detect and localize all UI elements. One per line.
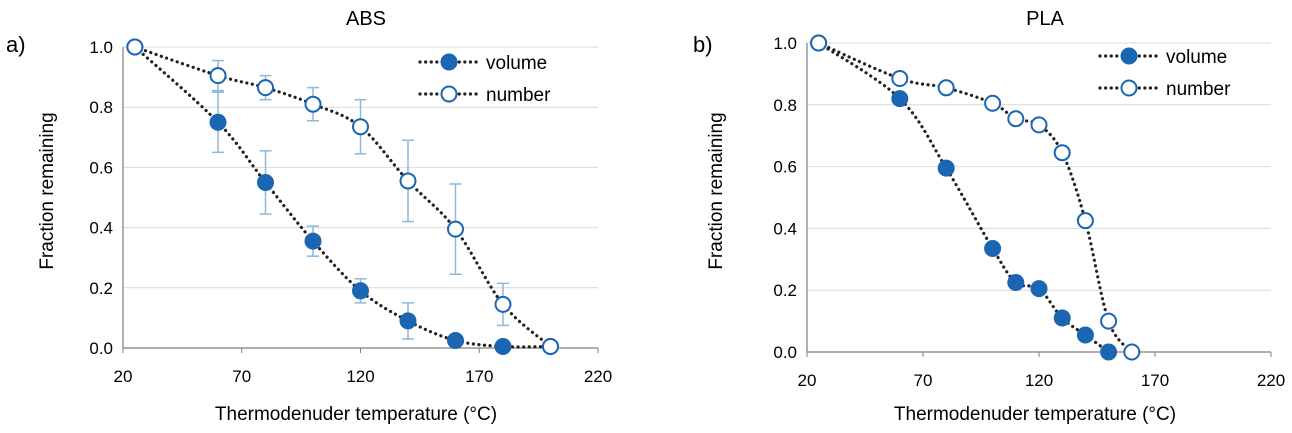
data-point-volume: [937, 159, 955, 177]
x-tick-label: 20: [114, 367, 133, 386]
data-point-number: [810, 34, 828, 52]
panel-label: a): [6, 32, 26, 57]
data-point-volume: [399, 312, 417, 330]
legend-marker: [440, 53, 458, 71]
y-tick-label: 0.4: [89, 219, 113, 238]
chart-plot: 0.0 0.2 0.4 0.6 0.8 1.0 20 70 120 170 220 volume num…: [89, 38, 612, 386]
x-axis-title: Thermodenuder temperature (°C): [214, 404, 498, 425]
data-point-number: [1123, 343, 1141, 361]
legend-label: volume: [486, 53, 547, 74]
y-tick-label: 0.8: [89, 98, 113, 117]
panel-label: b): [693, 32, 713, 57]
series-line-number: [133, 45, 553, 349]
data-point-volume: [1100, 343, 1118, 361]
data-point-volume: [1007, 273, 1025, 291]
x-tick-label: 220: [1257, 371, 1285, 390]
data-point-volume: [494, 337, 512, 355]
x-tick-label: 70: [914, 371, 933, 390]
y-tick-label: 0.0: [89, 339, 113, 358]
data-point-number: [984, 94, 1002, 112]
x-tick-label: 170: [1141, 371, 1169, 390]
data-point-volume: [1053, 309, 1071, 327]
legend-label: number: [1166, 79, 1231, 100]
data-point-volume: [1076, 326, 1094, 344]
y-tick-label: 0.4: [773, 219, 797, 238]
data-point-number: [304, 95, 322, 113]
chart-plot: 0.0 0.2 0.4 0.6 0.8 1.0 20 70 120 170 220 volume num…: [773, 34, 1285, 390]
y-tick-label: 0.6: [89, 158, 113, 177]
data-point-number: [937, 79, 955, 97]
data-point-volume: [447, 331, 464, 349]
data-point-volume: [352, 282, 369, 300]
data-point-number: [1030, 116, 1048, 134]
data-point-number: [891, 70, 909, 88]
series-line-volume: [817, 41, 1111, 354]
data-point-number: [1053, 144, 1071, 162]
data-point-number: [399, 172, 417, 190]
data-point-number: [1007, 110, 1025, 128]
data-point-volume: [209, 113, 227, 131]
x-tick-label: 20: [798, 371, 817, 390]
x-tick-label: 170: [465, 367, 493, 386]
data-point-volume: [304, 232, 322, 250]
legend-marker: [1120, 79, 1138, 97]
series-line-volume: [133, 45, 553, 349]
y-tick-label: 0.8: [773, 96, 797, 115]
chart-panel-abs: a) ABS Fraction remaining Thermodenuder …: [6, 8, 612, 425]
data-point-number: [352, 118, 369, 136]
chart-title: ABS: [345, 8, 387, 30]
chart-title: PLA: [1026, 8, 1064, 30]
data-point-volume: [984, 239, 1002, 257]
data-point-number: [1100, 312, 1118, 330]
data-point-volume: [891, 90, 909, 108]
x-axis-title: Thermodenuder temperature (°C): [893, 404, 1177, 425]
y-tick-label: 0.2: [773, 281, 797, 300]
y-tick-label: 1.0: [773, 34, 797, 53]
data-point-number: [542, 337, 559, 355]
x-tick-label: 70: [232, 367, 251, 386]
legend-marker: [440, 85, 458, 103]
data-point-number: [126, 38, 144, 56]
data-point-number: [209, 67, 227, 85]
legend-label: volume: [1166, 47, 1227, 68]
x-tick-label: 220: [584, 367, 612, 386]
x-tick-label: 120: [1025, 371, 1053, 390]
legend-label: number: [486, 85, 551, 106]
y-tick-label: 0.0: [773, 343, 797, 362]
y-tick-label: 0.2: [89, 279, 113, 298]
series-line-number: [817, 41, 1134, 354]
y-tick-label: 1.0: [89, 38, 113, 57]
data-point-volume: [257, 173, 274, 191]
data-point-number: [447, 220, 464, 238]
data-point-number: [257, 79, 274, 97]
data-point-number: [1076, 212, 1094, 230]
data-point-number: [494, 295, 512, 313]
x-tick-label: 120: [346, 367, 374, 386]
data-point-volume: [1030, 280, 1048, 298]
chart-panel-pla: b) PLA Fraction remaining Thermodenuder …: [687, 0, 1292, 433]
legend-marker: [1120, 47, 1138, 65]
y-tick-label: 0.6: [773, 158, 797, 177]
